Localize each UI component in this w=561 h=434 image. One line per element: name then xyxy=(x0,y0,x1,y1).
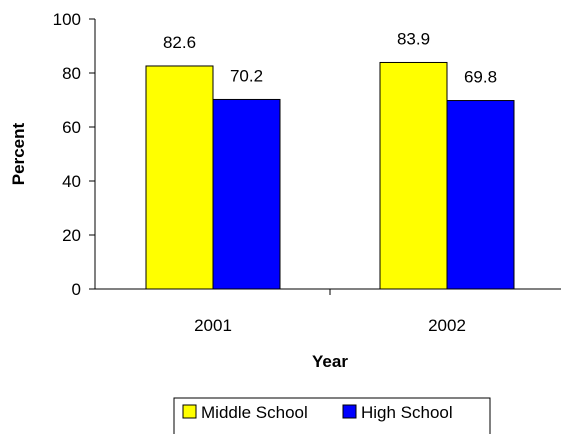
data-label: 83.9 xyxy=(397,29,430,48)
axes-layer xyxy=(94,19,561,290)
x-tick-label: 2001 xyxy=(194,316,232,335)
y-tick-label: 100 xyxy=(53,10,81,29)
ticks-layer: 0 20 40 60 80 100 2001 2002 xyxy=(53,10,466,335)
data-label: 70.2 xyxy=(230,66,263,85)
legend-label-middle-school: Middle School xyxy=(201,403,308,422)
y-tick-label: 40 xyxy=(62,172,81,191)
bars-layer xyxy=(145,61,515,290)
y-tick-label: 0 xyxy=(72,280,81,299)
data-label: 82.6 xyxy=(163,33,196,52)
legend-box xyxy=(173,397,491,434)
data-label: 69.8 xyxy=(464,68,497,87)
bar-middle-school xyxy=(379,61,448,290)
bar-middle-school xyxy=(145,65,214,290)
x-axis-title: Year xyxy=(312,352,348,371)
legend: Middle School High School xyxy=(173,397,491,434)
legend-label-high-school: High School xyxy=(361,403,453,422)
legend-swatch-high-school xyxy=(342,404,357,419)
y-axis-title: Percent xyxy=(9,122,28,185)
data-labels-layer: 82.6 83.9 70.2 69.8 xyxy=(163,29,497,86)
x-tick-label: 2002 xyxy=(428,316,466,335)
y-tick-label: 80 xyxy=(62,64,81,83)
y-tick-label: 60 xyxy=(62,118,81,137)
bar-high-school xyxy=(212,98,281,290)
bar-high-school xyxy=(446,100,515,290)
y-tick-label: 20 xyxy=(62,226,81,245)
legend-swatch-middle-school xyxy=(182,404,197,419)
